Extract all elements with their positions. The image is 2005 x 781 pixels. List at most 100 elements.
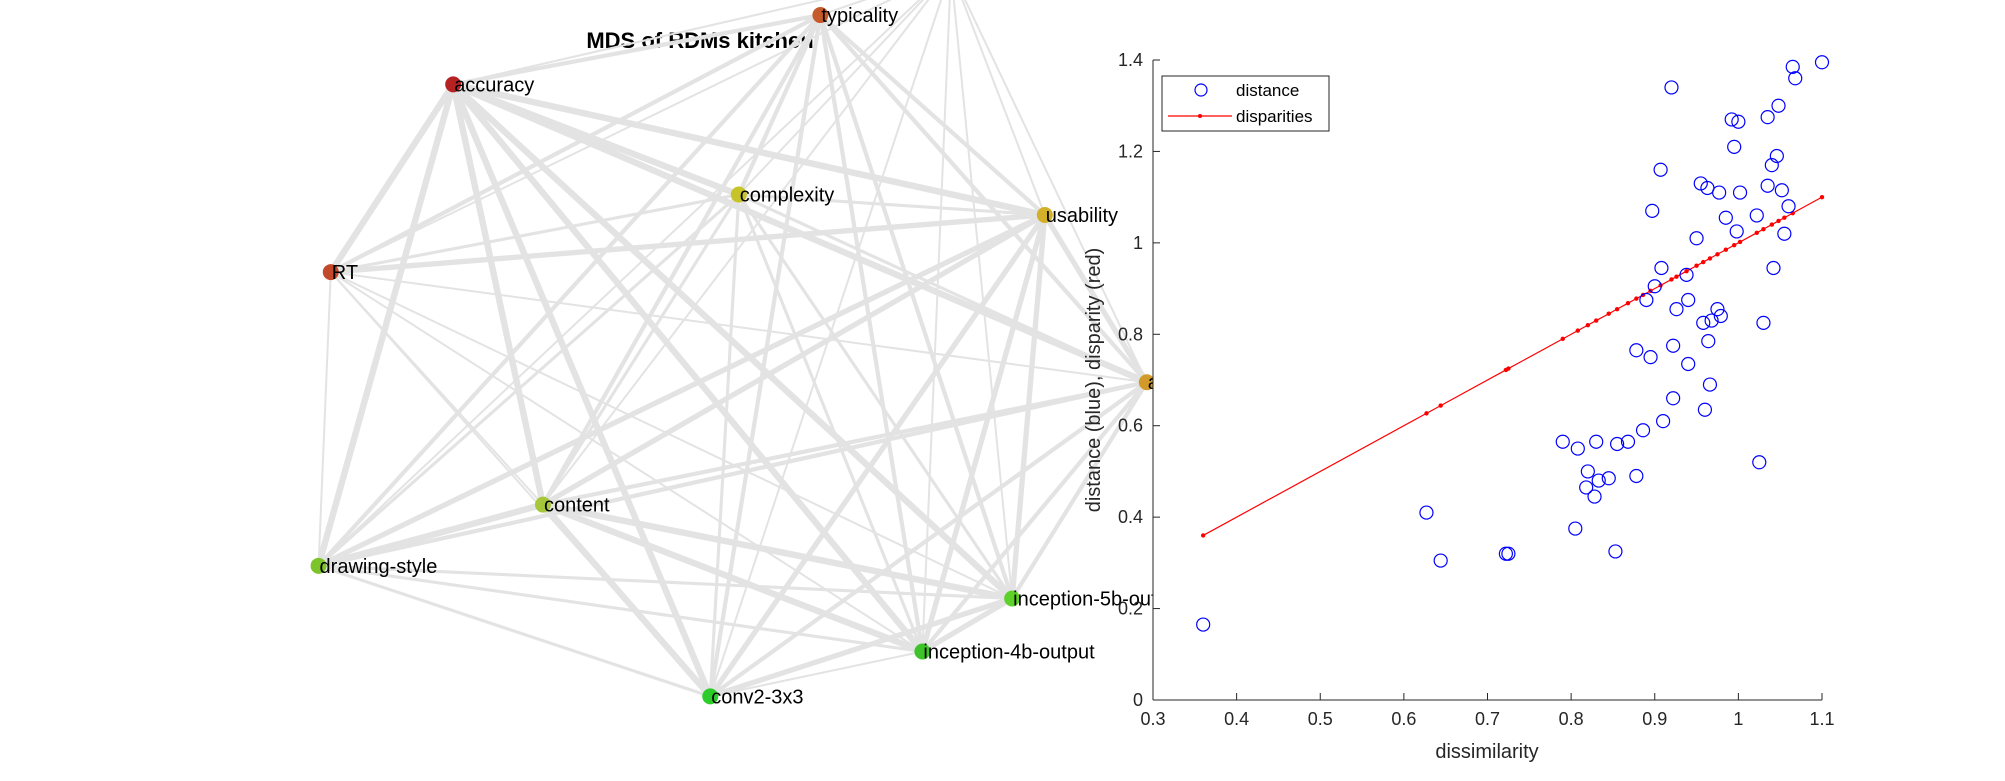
mds-edge	[818, 12, 1047, 218]
distance-point	[1681, 356, 1696, 372]
mds-node-label: content	[544, 495, 610, 517]
distance-point	[1620, 434, 1636, 449]
y-tick-label: 1.2	[1118, 141, 1143, 161]
legend-disparities-label: disparities	[1236, 107, 1313, 126]
mds-edge	[539, 501, 1016, 602]
mds-node	[914, 643, 931, 660]
mds-edge	[819, 0, 868, 17]
distance-point	[1610, 436, 1625, 452]
distance-point	[1701, 334, 1716, 349]
distance-point	[1196, 617, 1211, 632]
mds-chart-title: MDS of RDMs kitchen	[586, 28, 813, 53]
mds-edge	[317, 564, 712, 698]
mds-node	[1138, 374, 1155, 391]
distance-point	[1731, 114, 1746, 129]
mds-edges	[315, 0, 1151, 700]
mds-edge	[329, 271, 1014, 600]
mds-edge	[317, 564, 1014, 601]
mds-edge	[317, 0, 921, 567]
mds-edge	[961, 0, 1046, 216]
distance-point	[1696, 315, 1711, 330]
disparities-point	[1776, 218, 1781, 224]
distance-point	[1702, 377, 1718, 392]
disparities-point	[1684, 269, 1689, 274]
mds-node-label: RT	[332, 262, 358, 284]
distance-point	[1679, 267, 1694, 282]
disparities-point	[1731, 242, 1737, 248]
mds-node	[730, 186, 747, 203]
disparities-point	[1560, 336, 1565, 342]
distance-point	[1589, 434, 1604, 449]
distance-point	[1681, 292, 1696, 308]
mds-edge	[952, 0, 1014, 600]
x-tick-label: 0.6	[1391, 709, 1416, 729]
x-tick-label: 0.7	[1475, 709, 1500, 729]
mds-edge	[540, 12, 823, 507]
mds-node	[702, 688, 719, 705]
disparities-point	[1585, 322, 1591, 328]
mds-edge	[964, 0, 1148, 384]
distance-point	[1608, 544, 1623, 559]
y-tick-label: 1	[1133, 233, 1143, 253]
disparities-point	[1625, 301, 1631, 306]
distance-point	[1760, 110, 1775, 125]
disparities-point	[1200, 533, 1206, 538]
distance-point	[1587, 489, 1602, 504]
mds-edge	[316, 380, 1149, 568]
y-tick-label: 0	[1133, 690, 1143, 710]
mds-edge	[708, 193, 741, 698]
distance-point	[1656, 414, 1671, 429]
disparities-point	[1754, 230, 1759, 235]
x-tick-label: 0.3	[1140, 709, 1165, 729]
legend: distance disparities	[1161, 75, 1330, 132]
disparities-point	[1424, 411, 1429, 416]
mds-edge	[709, 650, 924, 698]
mds-node-label: accuracy	[454, 74, 534, 96]
distance-point	[1689, 231, 1704, 246]
distance-point	[1419, 505, 1434, 520]
mds-edge	[452, 0, 826, 86]
distance-point	[1643, 350, 1658, 365]
mds-edge	[540, 212, 1048, 508]
distance-point	[1591, 473, 1606, 488]
distance-point	[1766, 260, 1781, 276]
disparities-point	[1606, 311, 1611, 316]
mds-edge	[708, 12, 823, 699]
distance-point	[1760, 178, 1775, 193]
shepard-plot-panel: 0.3 0.4 0.5 0.6 0.7 0.8 0.9 1 1.1 0 0.2 0.4 0.6 0.8 1 1…	[1083, 50, 1835, 763]
distance-point	[1635, 423, 1651, 438]
distance-point	[1669, 302, 1684, 317]
distance-point	[1756, 315, 1771, 330]
mds-edge	[329, 193, 741, 274]
mds-edge	[316, 12, 823, 568]
distance-point	[1501, 546, 1516, 561]
mds-edge	[317, 193, 741, 568]
mds-edge	[707, 595, 1015, 700]
mds-node-label: drawing-style	[320, 556, 438, 578]
distance-point	[1629, 468, 1644, 484]
mds-edge	[450, 81, 1049, 219]
mds-edge	[329, 0, 892, 274]
distance-point	[1771, 98, 1786, 113]
mds-network-panel: MDS of RDMs kitchen familiaritytypicalit…	[310, 0, 1228, 708]
disparities-point	[1782, 215, 1787, 220]
distance-point	[1729, 224, 1744, 239]
mds-edge	[919, 595, 1015, 655]
mds-node	[534, 496, 551, 513]
mds-edge	[327, 81, 457, 276]
x-axis-label: dissimilarity	[1435, 741, 1538, 763]
distance-point	[1664, 80, 1679, 95]
mds-node	[310, 557, 327, 574]
disparities-point	[1694, 263, 1699, 268]
distance-point	[1774, 183, 1789, 198]
distance-point	[1629, 343, 1644, 358]
distance-point	[1752, 455, 1767, 470]
legend-disparities-marker	[1198, 114, 1202, 118]
mds-edge	[1042, 212, 1150, 385]
disparities-point	[1506, 366, 1511, 371]
y-axis-label: distance (blue), disparity (red)	[1083, 248, 1105, 513]
x-tick-label: 0.4	[1224, 709, 1249, 729]
mds-edge	[736, 12, 823, 197]
mds-edge	[315, 501, 547, 570]
